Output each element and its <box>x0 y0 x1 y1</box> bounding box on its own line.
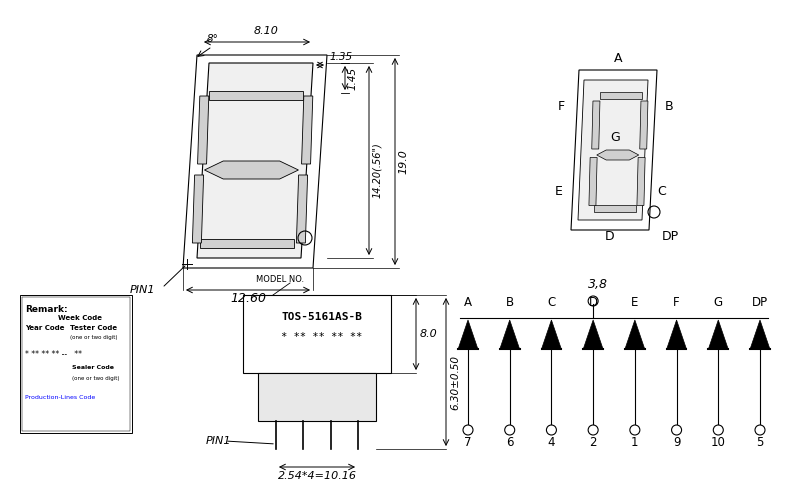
Polygon shape <box>583 320 603 349</box>
Text: * ** ** ** **: * ** ** ** ** <box>281 332 363 342</box>
Polygon shape <box>197 63 313 258</box>
Text: B: B <box>505 296 513 309</box>
Text: 10: 10 <box>710 436 726 449</box>
Polygon shape <box>578 80 648 220</box>
Text: 19.0: 19.0 <box>398 149 408 174</box>
Polygon shape <box>209 91 304 100</box>
Text: DP: DP <box>662 230 679 243</box>
Bar <box>22 297 130 431</box>
Polygon shape <box>199 239 294 248</box>
Text: TOS-5161AS-B: TOS-5161AS-B <box>281 312 363 322</box>
Text: E: E <box>555 185 563 198</box>
Polygon shape <box>751 320 770 349</box>
Polygon shape <box>458 320 478 349</box>
Text: 8.0: 8.0 <box>420 329 438 339</box>
Text: Tester Code: Tester Code <box>70 325 117 331</box>
Text: (one or two digit): (one or two digit) <box>72 376 119 381</box>
Polygon shape <box>541 320 562 349</box>
Text: 8.10: 8.10 <box>254 26 279 36</box>
Text: DP: DP <box>752 296 768 309</box>
Text: (one or two digit): (one or two digit) <box>70 335 118 340</box>
Text: 7: 7 <box>465 436 472 449</box>
Polygon shape <box>592 101 600 149</box>
Bar <box>258 373 376 421</box>
Text: 8°: 8° <box>207 34 219 44</box>
Text: 2: 2 <box>590 436 597 449</box>
Text: 12.60: 12.60 <box>230 292 266 305</box>
Text: 14.20(.56"): 14.20(.56") <box>372 142 382 198</box>
Text: 9: 9 <box>673 436 680 449</box>
Text: 1.45: 1.45 <box>348 66 358 90</box>
Text: C: C <box>657 185 666 198</box>
Text: G: G <box>714 296 723 309</box>
Text: E: E <box>631 296 638 309</box>
Polygon shape <box>597 150 638 160</box>
Text: A: A <box>464 296 472 309</box>
Text: 2.54*4=10.16: 2.54*4=10.16 <box>277 471 356 481</box>
Text: Week Code: Week Code <box>58 315 102 321</box>
Text: 6: 6 <box>506 436 513 449</box>
Text: 5: 5 <box>756 436 763 449</box>
Text: D: D <box>606 230 615 243</box>
Text: C: C <box>547 296 556 309</box>
Text: 1.35: 1.35 <box>330 52 353 62</box>
Polygon shape <box>204 161 299 179</box>
Polygon shape <box>637 157 645 206</box>
Polygon shape <box>594 205 636 212</box>
Text: 3,8: 3,8 <box>588 278 608 291</box>
Text: A: A <box>614 52 622 65</box>
Text: * ** ** ** --   **: * ** ** ** -- ** <box>25 350 82 359</box>
Bar <box>243 295 391 373</box>
Text: Year Code: Year Code <box>25 325 65 331</box>
Polygon shape <box>571 70 657 230</box>
Text: Sealer Code: Sealer Code <box>72 365 114 370</box>
Polygon shape <box>589 157 597 206</box>
Text: Production-Lines Code: Production-Lines Code <box>25 395 95 400</box>
Text: 1: 1 <box>631 436 638 449</box>
Text: 4: 4 <box>548 436 555 449</box>
Text: Remark:: Remark: <box>25 305 67 314</box>
Polygon shape <box>666 320 686 349</box>
Text: PIN1: PIN1 <box>206 436 231 446</box>
Polygon shape <box>296 175 308 243</box>
Polygon shape <box>625 320 645 349</box>
Text: 6.30±0.50: 6.30±0.50 <box>450 355 460 409</box>
Text: D: D <box>589 296 598 309</box>
Polygon shape <box>301 96 313 164</box>
Text: F: F <box>557 100 565 113</box>
Polygon shape <box>709 320 728 349</box>
Polygon shape <box>183 55 327 268</box>
Text: MODEL NO.: MODEL NO. <box>256 275 304 284</box>
Bar <box>20 295 132 433</box>
Text: F: F <box>674 296 680 309</box>
Text: PIN1: PIN1 <box>130 285 155 295</box>
Polygon shape <box>198 96 209 164</box>
Text: B: B <box>665 100 674 113</box>
Polygon shape <box>500 320 520 349</box>
Polygon shape <box>192 175 203 243</box>
Polygon shape <box>600 92 642 99</box>
Text: G: G <box>610 131 620 144</box>
Polygon shape <box>640 101 648 149</box>
